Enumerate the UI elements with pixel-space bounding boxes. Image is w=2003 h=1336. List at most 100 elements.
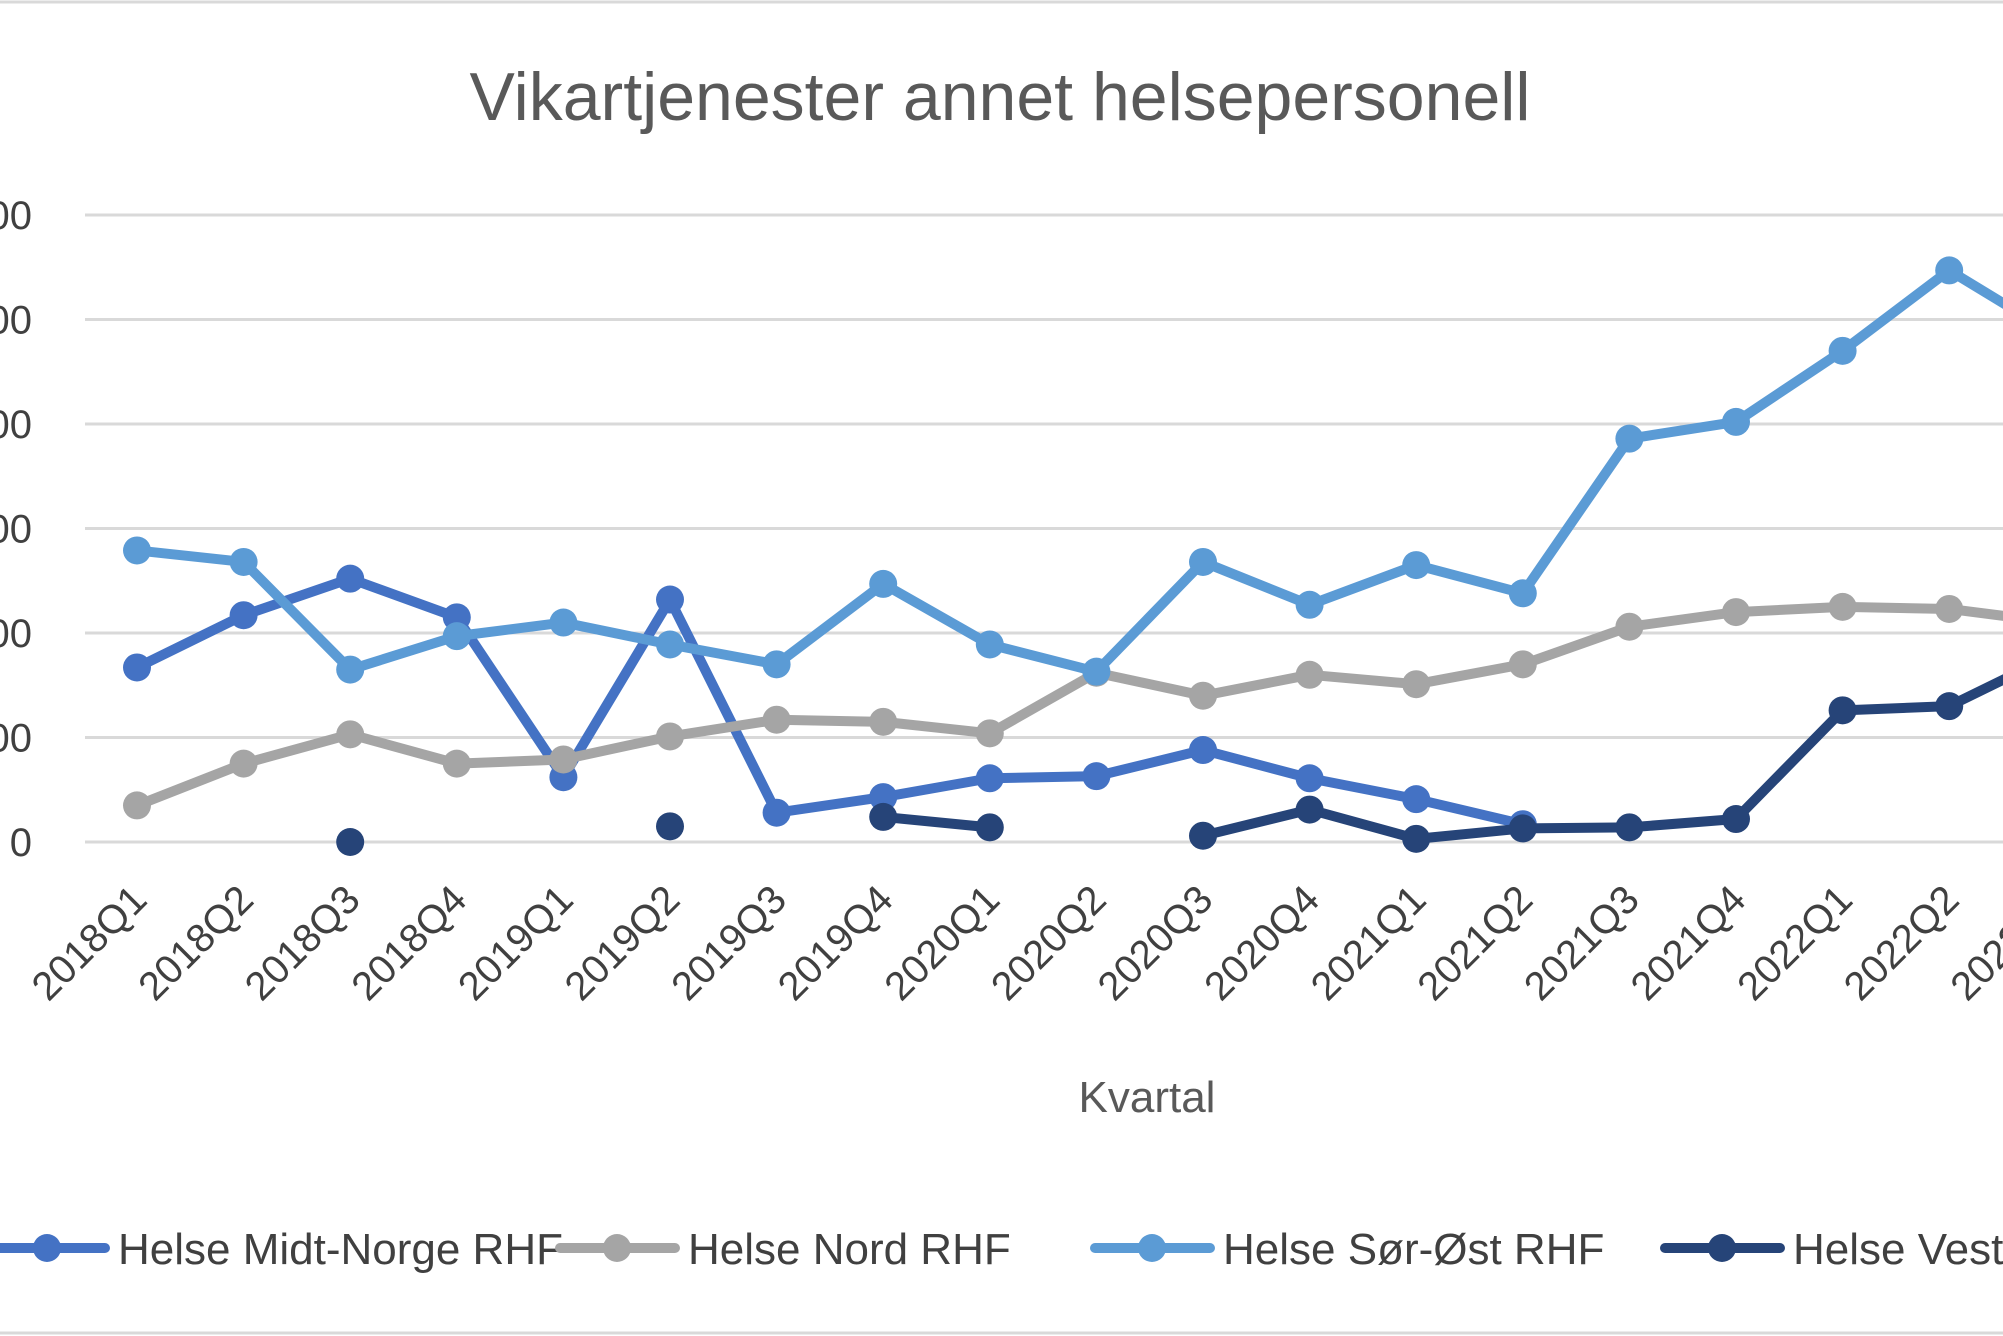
series-line-segment — [1624, 416, 1741, 444]
data-point — [1082, 762, 1111, 791]
series-line-segment — [984, 639, 1102, 677]
series-line-segment — [1624, 607, 1741, 632]
chart-title: Vikartjenester annet helsepersonell — [470, 59, 1531, 135]
data-point — [869, 802, 898, 831]
legend-label: Helse Sør-Øst RHF — [1223, 1225, 1604, 1274]
series-line-segment — [984, 771, 1102, 784]
data-point — [762, 650, 791, 679]
data-point — [336, 564, 365, 593]
series-line-segment — [771, 714, 889, 727]
y-tick-label: 00 — [0, 717, 32, 761]
data-point — [656, 812, 684, 841]
data-point — [1082, 657, 1111, 686]
data-point — [869, 783, 898, 812]
legend: Helse Midt-Norge RHF Helse Nord RHF Helse … — [0, 1225, 2003, 1274]
series-line-segment — [878, 811, 995, 833]
series-line-segment — [558, 594, 675, 783]
series-line-segment — [878, 578, 995, 650]
series-line-segment — [1304, 669, 1422, 690]
y-tick-label: 00 — [0, 403, 32, 447]
series-line-segment — [1091, 667, 1208, 701]
series-line-segment — [878, 773, 995, 803]
data-point — [1402, 824, 1431, 853]
x-axis-title: Kvartal — [1079, 1073, 1216, 1122]
data-point — [1189, 821, 1217, 850]
series-line-segment — [132, 610, 249, 673]
data-point — [123, 536, 151, 565]
series-line-segment — [345, 631, 462, 675]
series-line-segment — [345, 729, 462, 769]
data-point — [1189, 736, 1217, 765]
series-line-segment — [771, 792, 889, 818]
y-tick-label: 00 — [0, 194, 32, 238]
series-1 — [123, 592, 2003, 820]
data-point — [869, 707, 898, 736]
series-line-segment — [1198, 745, 1315, 784]
series-line-segment — [1517, 433, 1635, 599]
data-point — [1295, 795, 1324, 824]
data-point — [869, 569, 898, 598]
series-line-segment — [1731, 601, 1848, 618]
data-point — [762, 705, 791, 734]
data-point — [1402, 785, 1431, 814]
series-line-segment — [1411, 823, 1528, 844]
legend-label: Helse Vest RHF — [1793, 1225, 2003, 1274]
series-line-segment — [1517, 822, 1635, 834]
y-tick-label: 0 — [10, 821, 32, 865]
series-line-segment — [132, 545, 249, 567]
legend-swatch-marker — [1138, 1234, 1166, 1262]
data-point — [1615, 424, 1644, 453]
y-tick-label: 00 — [0, 612, 32, 656]
data-point — [336, 828, 365, 856]
data-point — [1295, 660, 1324, 689]
data-point — [442, 622, 471, 651]
series-line-segment — [1091, 556, 1208, 677]
data-point — [549, 608, 578, 637]
series-line-segment — [345, 573, 462, 623]
series-line-segment — [1517, 621, 1635, 670]
data-point — [1722, 407, 1750, 436]
series-line-segment — [1837, 601, 1955, 614]
data-point — [1722, 598, 1750, 627]
data-point — [975, 719, 1004, 748]
series-2 — [123, 256, 2003, 686]
data-point — [1828, 592, 1857, 621]
data-point — [1508, 814, 1537, 843]
data-point — [229, 601, 258, 630]
series-line-segment — [1837, 701, 1955, 716]
series-line-segment — [1198, 556, 1315, 610]
y-axis-ticks: 0000000000000 — [0, 194, 32, 865]
data-point — [1295, 590, 1324, 619]
legend-label: Helse Nord RHF — [688, 1225, 1011, 1274]
data-point — [1402, 551, 1431, 580]
series-line-segment — [238, 729, 356, 769]
series-line-segment — [1304, 773, 1422, 805]
data-point — [549, 745, 578, 774]
data-point — [336, 720, 365, 749]
data-point — [1615, 813, 1644, 842]
series-line-segment — [558, 731, 675, 765]
data-point — [123, 653, 151, 682]
y-tick-label: 00 — [0, 299, 32, 343]
gridlines — [85, 213, 2003, 844]
series-line-segment — [451, 617, 569, 642]
series-line-segment — [1198, 669, 1315, 701]
series-line-segment — [878, 716, 995, 739]
series-line-segment — [1411, 794, 1528, 830]
legend-swatch-marker — [603, 1234, 631, 1262]
legend-swatch-marker — [33, 1234, 61, 1262]
series-line-segment — [1091, 745, 1208, 782]
series-line-segment — [451, 612, 569, 783]
data-point — [656, 630, 684, 659]
data-point — [975, 630, 1004, 659]
series-line-segment — [665, 594, 782, 818]
y-tick-label: 00 — [0, 508, 32, 552]
plot-series — [123, 256, 2003, 856]
series-line-segment — [771, 578, 889, 670]
series-line-segment — [451, 754, 569, 769]
data-point — [336, 655, 365, 684]
series-0 — [123, 564, 1537, 839]
data-point — [442, 749, 471, 778]
series-line-segment — [1731, 705, 1848, 825]
